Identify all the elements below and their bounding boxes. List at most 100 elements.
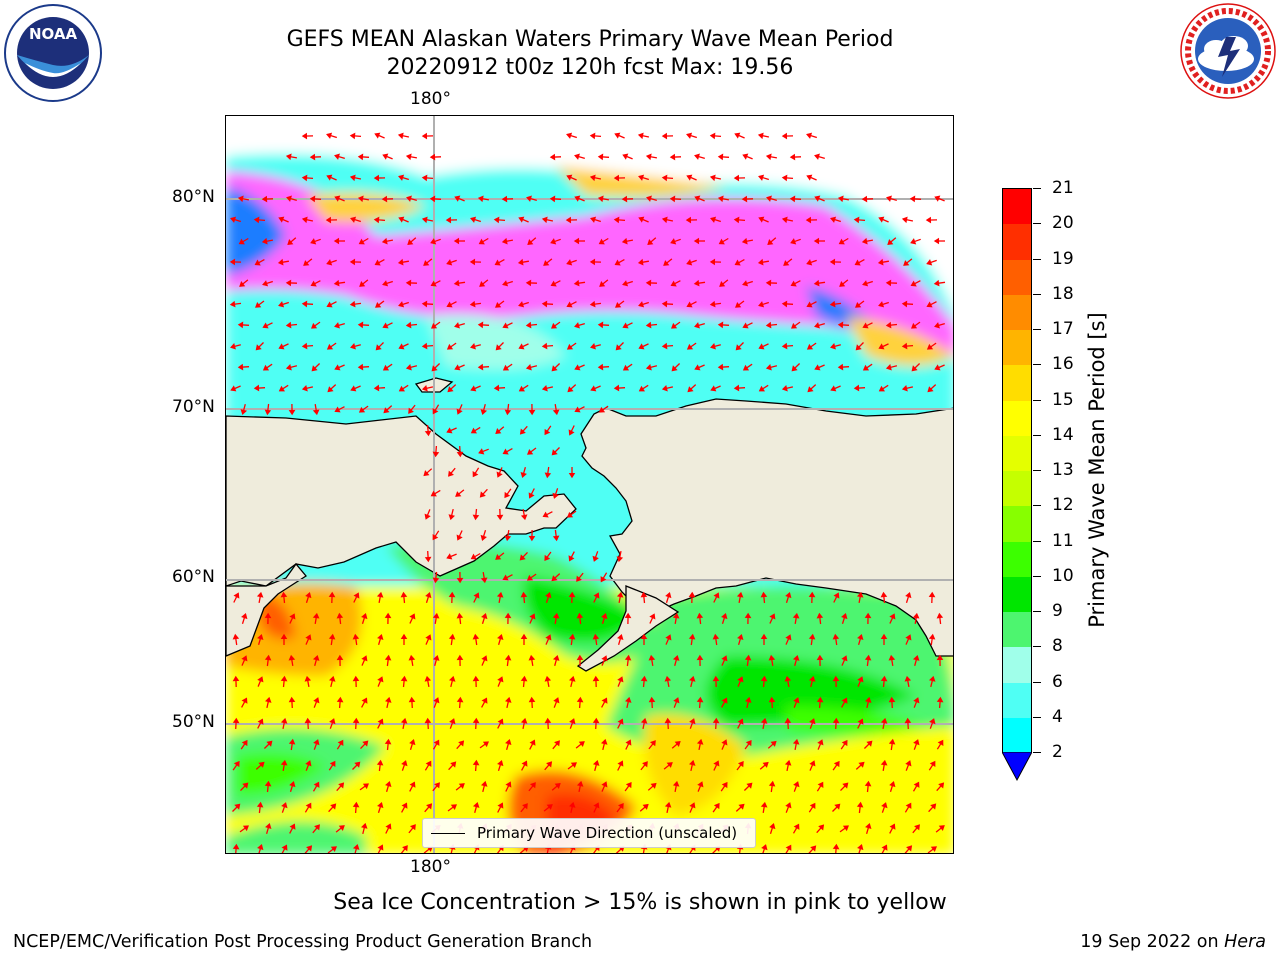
wave-direction-arrowhead [601, 697, 608, 704]
wave-direction-arrowhead [262, 364, 270, 371]
wave-direction-arrowhead [614, 259, 621, 266]
wave-direction-arrowhead [424, 717, 432, 724]
wave-direction-arrowhead [638, 385, 645, 392]
wave-direction-arrowhead [328, 633, 336, 640]
wave-direction-arrowhead [541, 385, 548, 392]
wave-direction-arrowhead [841, 697, 848, 704]
wave-direction-arrowhead [257, 844, 264, 851]
colorbar-segment [1003, 330, 1031, 366]
wave-direction-arrowhead [258, 761, 265, 768]
wave-direction-arrowhead [400, 633, 408, 640]
wave-direction-arrowhead [544, 675, 552, 682]
wave-direction-arrowhead [661, 385, 668, 392]
wave-direction-arrowhead [642, 761, 648, 768]
wave-direction-arrowhead [384, 612, 392, 619]
wave-direction-arrowhead [791, 322, 798, 329]
wave-direction-arrowhead [401, 802, 408, 809]
colorbar-segment [1003, 682, 1031, 718]
wave-direction-arrowhead [661, 300, 668, 308]
wave-direction-arrowhead [926, 259, 933, 266]
colorbar-tick-mark [1033, 188, 1041, 189]
wave-direction-arrowhead [430, 238, 437, 245]
wave-direction-arrowhead [480, 409, 488, 415]
footer-date-text: 19 Sep 2022 on [1080, 932, 1225, 952]
wave-direction-arrowhead [765, 279, 772, 287]
wave-direction-arrowhead [550, 280, 557, 287]
wave-direction-arrowhead [528, 492, 535, 499]
wave-direction-arrowhead [649, 740, 656, 747]
wave-direction-arrowhead [696, 738, 704, 745]
wave-direction-arrowhead [544, 428, 551, 436]
wave-direction-arrowhead [377, 802, 384, 809]
wave-direction-arrowhead [301, 216, 308, 224]
wave-direction-arrowhead [456, 577, 464, 584]
wave-direction-arrowhead [889, 781, 896, 788]
wave-direction-arrowhead [856, 591, 864, 598]
wave-direction-arrowhead [830, 342, 836, 350]
wave-direction-arrowhead [617, 676, 624, 683]
wave-direction-arrowhead [569, 718, 576, 725]
wave-direction-arrowhead [409, 824, 416, 831]
wave-direction-arrowhead [497, 802, 504, 809]
colorbar-segment [1003, 224, 1031, 260]
wave-direction-arrowhead [621, 237, 628, 245]
wave-direction-arrowhead [454, 322, 460, 329]
wave-direction-arrowhead [637, 258, 644, 266]
wave-direction-arrowhead [551, 575, 558, 582]
wave-direction-arrowhead [313, 781, 320, 788]
wave-direction-arrowhead [661, 174, 668, 182]
wave-direction-arrowhead [352, 844, 360, 850]
wave-direction-arrowhead [713, 802, 720, 810]
wave-direction-arrowhead [519, 554, 526, 561]
wave-direction-arrowhead [769, 613, 776, 620]
colorbar-tick-label: 11 [1052, 530, 1074, 551]
wave-direction-arrowhead [686, 343, 694, 350]
wave-period-map [226, 116, 953, 853]
wave-direction-arrowhead [664, 717, 672, 724]
wave-direction-arrowhead [781, 174, 788, 182]
wave-direction-arrowhead [814, 195, 821, 202]
wave-direction-arrowhead [622, 280, 629, 287]
wave-direction-arrowhead [914, 824, 920, 831]
wave-direction-arrowhead [525, 279, 532, 287]
wave-direction-arrowhead [472, 759, 480, 766]
footer-date: 19 Sep 2022 on Hera [1080, 932, 1266, 952]
wave-direction-arrowhead [525, 363, 532, 371]
wave-direction-arrowhead [832, 717, 840, 724]
wave-direction-arrowhead [567, 511, 574, 518]
wave-direction-arrowhead [266, 740, 273, 747]
wave-direction-arrowhead [400, 675, 408, 682]
wave-direction-arrowhead [807, 386, 814, 393]
wave-direction-arrowhead [430, 490, 437, 497]
wave-direction-arrowhead [809, 718, 816, 725]
wave-direction-arrowhead [597, 363, 604, 371]
wave-direction-arrowhead [696, 612, 704, 619]
wave-direction-arrowhead [454, 364, 461, 371]
wave-direction-arrowhead [768, 696, 776, 703]
wave-direction-arrowhead [421, 132, 428, 140]
wave-direction-arrowhead [742, 322, 749, 329]
wave-direction-arrowhead [829, 300, 836, 308]
wave-direction-arrowhead [400, 591, 408, 598]
wave-direction-arrowhead [645, 279, 652, 287]
wave-direction-arrowhead [326, 259, 333, 266]
wave-direction-arrowhead [818, 824, 825, 831]
wave-direction-arrowhead [456, 654, 464, 661]
wave-direction-arrowhead [746, 782, 753, 789]
wave-direction-arrowhead [758, 216, 765, 223]
wave-direction-arrowhead [424, 556, 432, 563]
wave-direction-arrowhead [521, 760, 528, 767]
wave-direction-arrowhead [792, 738, 800, 745]
sea-ice-note: Sea Ice Concentration > 15% is shown in … [333, 890, 947, 915]
wave-direction-arrowhead [783, 260, 790, 266]
wave-direction-arrowhead [280, 759, 288, 766]
wave-direction-arrowhead [781, 385, 788, 392]
wave-direction-arrowhead [472, 471, 479, 478]
wave-direction-arrowhead [741, 237, 748, 245]
wave-direction-arrowhead [362, 783, 369, 790]
wave-direction-arrowhead [496, 591, 504, 598]
noaa-logo-icon: NOAA [3, 3, 103, 103]
wave-direction-arrowhead [637, 132, 644, 140]
wave-direction-arrowhead [497, 760, 504, 767]
wave-direction-arrowhead [261, 195, 268, 203]
